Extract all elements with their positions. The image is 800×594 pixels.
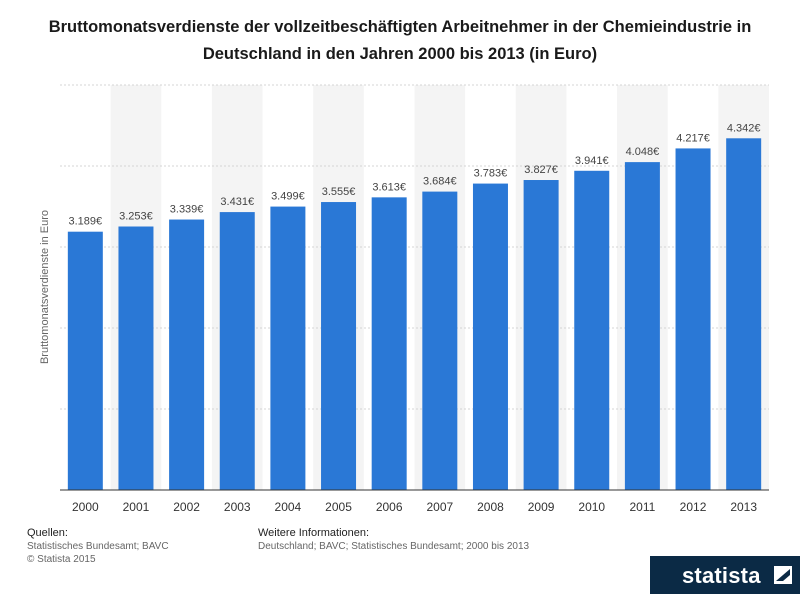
- bar-2010[interactable]: [574, 170, 610, 491]
- bar-2003[interactable]: [219, 212, 255, 491]
- x-tick-label: 2002: [173, 500, 200, 514]
- bar-2011[interactable]: [624, 162, 660, 490]
- y-axis-label: Bruttomonatsverdienste in Euro: [39, 210, 51, 364]
- value-label: 4.217€: [676, 132, 710, 144]
- x-tick-label: 2004: [275, 500, 302, 514]
- x-tick-label: 2006: [376, 500, 403, 514]
- bar-2013[interactable]: [726, 138, 762, 490]
- statista-logo[interactable]: statista: [650, 556, 800, 594]
- x-tick-label: 2007: [426, 500, 453, 514]
- bar-2002[interactable]: [169, 219, 205, 490]
- bar-2009[interactable]: [523, 180, 559, 490]
- bar-2012[interactable]: [675, 148, 711, 490]
- x-tick-label: 2010: [578, 500, 605, 514]
- bar-2000[interactable]: [67, 231, 103, 491]
- x-tick-label: 2005: [325, 500, 352, 514]
- brand-name: statista: [682, 563, 761, 588]
- value-label: 3.189€: [68, 216, 102, 228]
- x-tick-label: 2013: [730, 500, 757, 514]
- value-label: 3.684€: [423, 176, 457, 188]
- chart-title: Bruttomonatsverdienste der vollzeitbesch…: [48, 18, 752, 63]
- sources-text: Statistisches Bundesamt; BAVC: [27, 541, 169, 552]
- info-label: Weitere Informationen:: [258, 527, 370, 539]
- value-label: 3.253€: [119, 211, 153, 223]
- value-label: 3.941€: [575, 155, 609, 167]
- value-label: 4.342€: [727, 122, 761, 134]
- value-label: 3.783€: [474, 168, 508, 180]
- value-label: 3.613€: [372, 181, 406, 193]
- info-text: Deutschland; BAVC; Statistisches Bundesa…: [258, 541, 530, 552]
- bar-2007[interactable]: [422, 191, 458, 490]
- value-label: 3.499€: [271, 191, 305, 203]
- x-tick-label: 2011: [629, 500, 655, 514]
- x-tick-label: 2009: [528, 500, 555, 514]
- x-tick-label: 2003: [224, 500, 251, 514]
- x-tick-label: 2000: [72, 500, 99, 514]
- bar-2004[interactable]: [270, 206, 306, 490]
- value-label: 4.048€: [626, 146, 660, 158]
- value-label: 3.827€: [524, 164, 558, 176]
- value-label: 3.339€: [170, 204, 204, 216]
- copyright-text: © Statista 2015: [27, 554, 96, 565]
- value-label: 3.555€: [322, 186, 356, 198]
- x-tick-label: 2012: [680, 500, 707, 514]
- sources-label: Quellen:: [27, 527, 68, 539]
- bar-2006[interactable]: [371, 197, 407, 491]
- x-tick-label: 2001: [123, 500, 150, 514]
- bar-2008[interactable]: [472, 183, 508, 490]
- statista-icon: [774, 566, 792, 584]
- value-label: 3.431€: [220, 196, 254, 208]
- x-tick-label: 2008: [477, 500, 504, 514]
- bar-2001[interactable]: [118, 226, 154, 490]
- bar-chart: 3.189€ 3.253€ 3.339€ 3.431€ 3.499€ 3.555€ 3.61…: [39, 84, 769, 514]
- bar-2005[interactable]: [321, 202, 357, 491]
